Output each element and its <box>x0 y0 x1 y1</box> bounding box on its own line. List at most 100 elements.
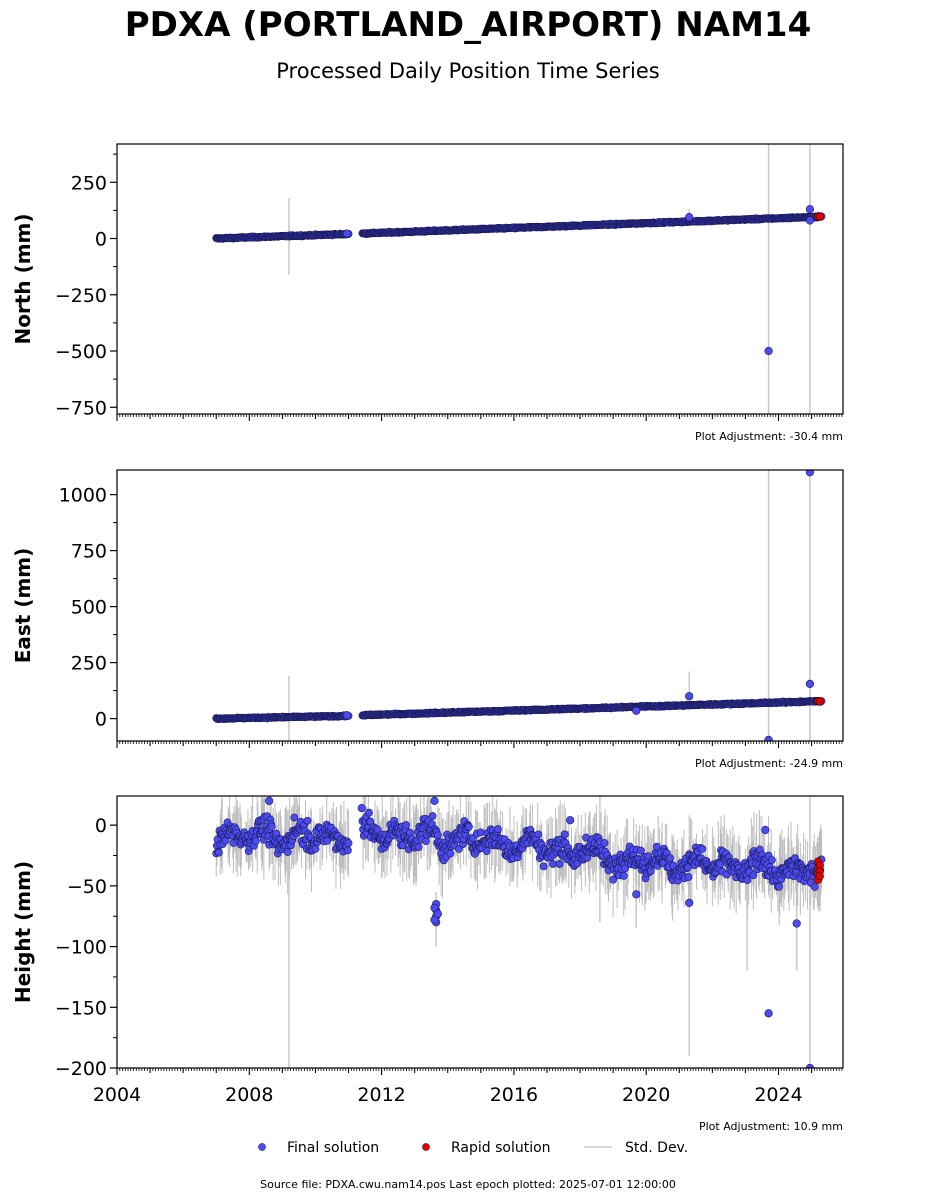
xtick-label: 2016 <box>490 1084 538 1106</box>
height-final-point <box>465 822 473 831</box>
height-final-point <box>311 844 320 853</box>
north-ytick-label: −750 <box>55 397 107 419</box>
east-ytick-label: 1000 <box>59 485 107 507</box>
east-ytick-label: 250 <box>71 653 107 675</box>
east-ytick-label: 750 <box>71 541 107 563</box>
north-plot-area <box>212 144 826 414</box>
height-final-point <box>534 830 543 839</box>
north-outlier-point <box>764 346 773 356</box>
height-final-point <box>494 825 502 833</box>
height-final-point <box>290 813 299 822</box>
height-final-point <box>343 846 352 855</box>
east-ylabel: East (mm) <box>11 548 35 664</box>
east-frame <box>116 469 844 742</box>
north-outlier-point <box>805 216 815 225</box>
height-ytick-label: −100 <box>55 937 107 959</box>
height-final-point <box>637 846 645 855</box>
height-final-point <box>698 844 707 853</box>
height-outlier-point <box>685 898 694 907</box>
height-final-point <box>402 821 410 829</box>
north-outlier-point <box>342 229 351 238</box>
height-final-point <box>303 816 312 825</box>
north-outlier-point <box>805 205 815 214</box>
xtick-label: 2004 <box>93 1084 141 1106</box>
xtick-label: 2008 <box>225 1084 273 1106</box>
height-outlier-point <box>265 796 274 805</box>
east-plot-adjustment: Plot Adjustment: -24.9 mm <box>695 757 843 770</box>
legend-label: Std. Dev. <box>625 1140 688 1156</box>
height-outlier-point <box>792 919 801 928</box>
height-final-point <box>619 871 628 880</box>
legend-marker <box>422 1143 430 1151</box>
height-plot-adjustment: Plot Adjustment: 10.9 mm <box>699 1120 843 1133</box>
north-ylabel: North (mm) <box>11 213 35 344</box>
north-outlier-point <box>685 213 694 222</box>
xtick-label: 2012 <box>357 1084 405 1106</box>
height-ytick-label: −200 <box>55 1058 107 1080</box>
height-final-point <box>414 843 423 851</box>
height-rapid-point <box>815 872 824 881</box>
height-final-point <box>810 883 819 891</box>
height-final-point <box>560 830 569 839</box>
east-outlier-point <box>764 735 773 741</box>
height-outlier-point <box>430 796 439 805</box>
north-ytick-label: 0 <box>95 229 107 251</box>
legend: Final solution Rapid solution Std. Dev. <box>258 1140 688 1156</box>
height-final-point <box>323 836 332 845</box>
height-outlier-point <box>566 816 575 825</box>
height-final-point <box>482 847 491 856</box>
height-outlier-point <box>764 1009 773 1018</box>
east-outlier-point <box>805 470 815 477</box>
height-final-point <box>743 876 752 884</box>
height-outlier-point <box>433 909 442 918</box>
height-final-point <box>749 871 758 880</box>
east-ytick-label: 500 <box>71 597 107 619</box>
height-ytick-label: −50 <box>67 876 107 898</box>
height-final-point <box>683 863 692 872</box>
height-final-point <box>267 822 276 831</box>
east-ytick-label: 0 <box>95 709 107 731</box>
height-final-point <box>252 837 260 845</box>
east-outlier-point <box>685 692 694 701</box>
height-final-point <box>666 854 674 862</box>
height-panel: 0 −50 −100 −150 −200 Height (mm) 2004 2008 2012 2… <box>11 795 844 1133</box>
height-final-point <box>398 841 407 850</box>
height-final-point <box>428 812 437 820</box>
legend-label: Final solution <box>287 1140 379 1156</box>
legend-label: Rapid solution <box>451 1140 551 1156</box>
north-ytick-label: 250 <box>71 172 107 194</box>
height-final-point <box>214 848 223 857</box>
height-final-point <box>609 875 618 884</box>
height-ytick-label: 0 <box>95 815 107 837</box>
height-final-point <box>555 860 564 868</box>
east-outlier-point <box>342 711 351 720</box>
east-rapid-point <box>815 697 824 706</box>
height-final-point <box>283 848 292 856</box>
chart-title: PDXA (PORTLAND_AIRPORT) NAM14 <box>125 5 811 45</box>
height-ytick-label: −150 <box>55 997 107 1019</box>
height-outlier-point <box>632 890 641 899</box>
height-final-point <box>539 862 548 871</box>
north-frame <box>116 143 844 415</box>
height-final-point <box>775 882 784 891</box>
height-final-point <box>600 839 609 847</box>
east-plot-area <box>212 470 826 741</box>
chart-subtitle: Processed Daily Position Time Series <box>276 59 660 83</box>
height-outlier-point <box>357 804 366 813</box>
north-ytick-label: −250 <box>55 285 107 307</box>
height-final-point <box>767 856 776 864</box>
height-frame <box>116 795 844 1069</box>
height-final-point <box>476 828 485 837</box>
xtick-label: 2020 <box>622 1084 670 1106</box>
height-final-point <box>344 839 353 847</box>
east-outlier-point <box>805 679 815 688</box>
xtick-label: 2024 <box>754 1084 802 1106</box>
legend-marker <box>258 1143 266 1151</box>
height-final-point <box>549 860 557 868</box>
height-outlier-point <box>761 825 770 835</box>
north-rapid-point <box>815 212 824 221</box>
north-ytick-label: −500 <box>55 341 107 363</box>
height-final-point <box>365 808 373 817</box>
height-plot-area <box>212 796 826 1068</box>
